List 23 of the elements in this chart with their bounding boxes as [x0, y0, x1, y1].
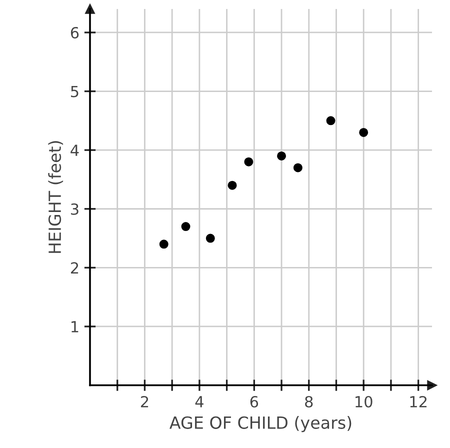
x-tick-label: 4	[195, 396, 204, 408]
point	[277, 151, 286, 160]
point	[159, 240, 168, 249]
y-tick-label: 2	[70, 262, 78, 274]
x-tick-label: 12	[410, 396, 427, 408]
y-tick-label: 5	[71, 86, 78, 98]
x-tick-label: 10	[356, 396, 372, 408]
y-tick-label: 4	[70, 144, 79, 156]
point	[326, 116, 336, 126]
point	[244, 157, 254, 166]
point	[206, 234, 215, 243]
point	[359, 128, 368, 137]
y-tick-label: 1	[72, 321, 78, 332]
x-axis-title: AGE OF CHILD (years)	[170, 416, 352, 432]
y-tick-label: 3	[71, 203, 78, 215]
y-axis-title: HEIGHT (feet)	[48, 141, 64, 253]
y-tick-label: 6	[70, 26, 79, 38]
point	[228, 180, 237, 190]
point	[181, 222, 190, 232]
point	[293, 163, 302, 172]
x-tick-label: 6	[250, 396, 258, 408]
x-tick-label: 2	[140, 396, 148, 408]
x-tick-label: 8	[305, 396, 313, 408]
